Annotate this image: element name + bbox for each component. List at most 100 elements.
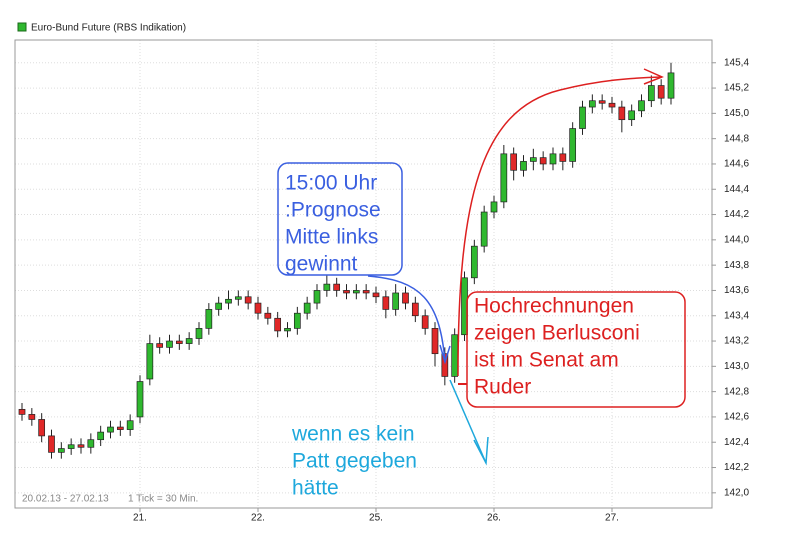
candle-body: [569, 128, 577, 162]
candle-body: [598, 100, 606, 104]
x-tick-label: 26.: [487, 513, 501, 524]
annotation-text: hätte: [292, 477, 339, 500]
candle-body: [156, 343, 164, 348]
candle-body: [205, 309, 213, 329]
candle-body: [480, 211, 488, 247]
y-tick-label: 142,4: [724, 437, 749, 448]
candle-body: [225, 298, 232, 304]
y-tick-label: 144,8: [724, 133, 749, 144]
blue-curve: [367, 275, 446, 363]
y-tick-label: 144,6: [724, 159, 749, 170]
candle-body: [490, 201, 498, 213]
candle-body: [470, 245, 478, 279]
candle-body: [667, 72, 675, 99]
candle-body: [343, 290, 350, 294]
candle-body: [48, 435, 55, 453]
candle-body: [352, 290, 360, 294]
candle-body: [382, 296, 390, 310]
annotation-text: zeigen Berlusconi: [474, 322, 640, 345]
candle-body: [647, 85, 655, 102]
candle-body: [608, 102, 616, 108]
candle-body: [510, 153, 518, 171]
candle-body: [185, 338, 193, 344]
y-tick-label: 142,8: [724, 386, 749, 397]
candle-body: [657, 85, 665, 99]
annotation-text: 15:00 Uhr: [285, 172, 377, 195]
y-tick-label: 144,4: [724, 184, 749, 195]
candle-body: [529, 157, 537, 162]
candle-body: [97, 431, 105, 441]
candle-body: [274, 317, 282, 332]
y-tick-label: 144,0: [724, 234, 749, 245]
red-arrowhead: [643, 68, 664, 85]
candle-body: [146, 343, 154, 380]
footer-range: 20.02.13 - 27.02.13: [22, 494, 109, 505]
candle-body: [559, 153, 567, 162]
candle-body: [549, 153, 557, 165]
candle-body: [244, 296, 252, 304]
candle-body: [323, 283, 331, 291]
y-tick-label: 142,6: [724, 412, 749, 423]
blue-box: [277, 162, 403, 276]
annotation-text: Mitte links: [285, 226, 378, 249]
y-tick-label: 145,4: [724, 57, 749, 68]
candle-body: [628, 110, 636, 121]
y-tick-label: 143,4: [724, 310, 749, 321]
candle-body: [166, 340, 173, 348]
legend-label: Euro-Bund Future (RBS Indikation): [31, 23, 186, 34]
x-tick-label: 22.: [251, 513, 265, 524]
candle-body: [579, 106, 586, 129]
x-tick-label: 21.: [133, 513, 147, 524]
candle-body: [87, 439, 95, 448]
candle-body: [67, 444, 75, 449]
annotation-text: Ruder: [474, 376, 531, 399]
candle-body: [175, 340, 183, 344]
candle-body: [313, 290, 321, 304]
candle-body: [57, 448, 65, 453]
y-tick-label: 143,0: [724, 361, 749, 372]
y-tick-label: 143,2: [724, 336, 749, 347]
candle-body: [284, 328, 291, 332]
candle-body: [107, 426, 114, 433]
cyan-arrowhead: [473, 436, 489, 466]
candle-body: [303, 302, 311, 314]
candle-body: [264, 312, 272, 319]
candle-body: [195, 328, 203, 339]
candle-body: [431, 328, 439, 355]
y-tick-label: 145,0: [724, 108, 749, 119]
y-tick-label: 142,2: [724, 462, 749, 473]
blue-arrowhead: [439, 344, 451, 365]
y-tick-label: 145,2: [724, 83, 749, 94]
candle-body: [333, 283, 341, 291]
candle-body: [638, 100, 645, 112]
candle-body: [136, 381, 144, 418]
candle-body: [451, 334, 459, 377]
candle-body: [372, 292, 380, 298]
x-tick-label: 25.: [369, 513, 383, 524]
annotation-text: ist im Senat am: [474, 349, 619, 372]
annotation-text: :Prognose: [285, 199, 381, 222]
grid: [15, 40, 712, 508]
red-box: [466, 291, 686, 408]
y-tick-label: 144,2: [724, 209, 749, 220]
candle-body: [18, 408, 26, 415]
candle-body: [500, 153, 508, 203]
candle-body: [520, 161, 527, 171]
annotation-text: Hochrechnungen: [474, 295, 634, 318]
footer-tick: 1 Tick = 30 Min.: [128, 494, 198, 505]
candle-body: [618, 106, 626, 121]
candle-body: [362, 290, 370, 294]
candle-body: [411, 302, 419, 317]
annotation-shapes: [277, 68, 686, 466]
candle-body: [539, 157, 547, 165]
candle-body: [234, 296, 242, 300]
cyan-arrow: [449, 379, 487, 464]
annotations: 15:00 Uhr :Prognose Mitte links gewinnt Hoch…: [285, 172, 640, 500]
candle-body: [392, 292, 400, 310]
candle-body: [588, 100, 596, 108]
candle-body: [28, 414, 36, 420]
y-tick-label: 143,8: [724, 260, 749, 271]
x-tick-label: 27.: [605, 513, 619, 524]
annotation-text: gewinnt: [285, 253, 358, 276]
